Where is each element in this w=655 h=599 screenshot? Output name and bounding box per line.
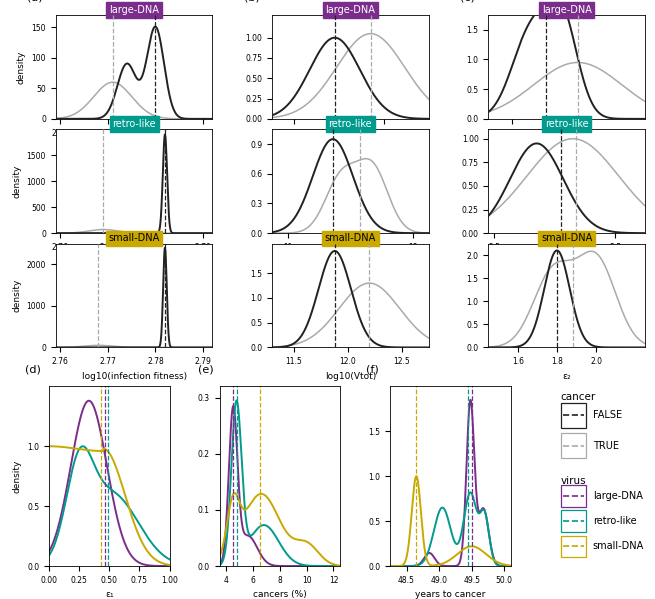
Text: TRUE: TRUE [593, 441, 619, 450]
Bar [561, 403, 586, 428]
Text: (f): (f) [366, 365, 379, 375]
X-axis label: log10(infection fitness): log10(infection fitness) [81, 372, 187, 381]
Title: retro-like: retro-like [545, 119, 589, 129]
Title: small-DNA: small-DNA [541, 234, 592, 243]
Text: small-DNA: small-DNA [593, 541, 644, 551]
X-axis label: log10(Vtot): log10(Vtot) [325, 372, 376, 381]
Text: (e): (e) [198, 365, 214, 375]
Text: cancer: cancer [561, 392, 596, 402]
Y-axis label: density: density [12, 279, 21, 312]
Title: retro-like: retro-like [112, 119, 156, 129]
Text: (b): (b) [244, 0, 259, 2]
Text: retro-like: retro-like [593, 516, 637, 526]
Bar [561, 510, 586, 532]
Text: large-DNA: large-DNA [593, 491, 643, 501]
Text: (d): (d) [25, 365, 41, 375]
X-axis label: years to cancer: years to cancer [415, 591, 486, 599]
Text: (a): (a) [28, 0, 43, 2]
Y-axis label: density: density [12, 459, 22, 493]
Title: retro-like: retro-like [329, 119, 372, 129]
Title: small-DNA: small-DNA [109, 234, 160, 243]
Bar [561, 433, 586, 458]
Text: (c): (c) [460, 0, 475, 2]
X-axis label: ε₂: ε₂ [563, 372, 571, 381]
X-axis label: cancers (%): cancers (%) [253, 591, 307, 599]
Y-axis label: density: density [17, 50, 26, 84]
Title: large-DNA: large-DNA [326, 5, 375, 15]
Bar [561, 485, 586, 507]
Bar [561, 536, 586, 557]
X-axis label: ε₁: ε₁ [105, 591, 114, 599]
Title: small-DNA: small-DNA [325, 234, 376, 243]
Text: virus: virus [561, 476, 586, 486]
Title: large-DNA: large-DNA [542, 5, 591, 15]
Text: FALSE: FALSE [593, 410, 622, 420]
Y-axis label: density: density [12, 165, 21, 198]
Title: large-DNA: large-DNA [109, 5, 159, 15]
